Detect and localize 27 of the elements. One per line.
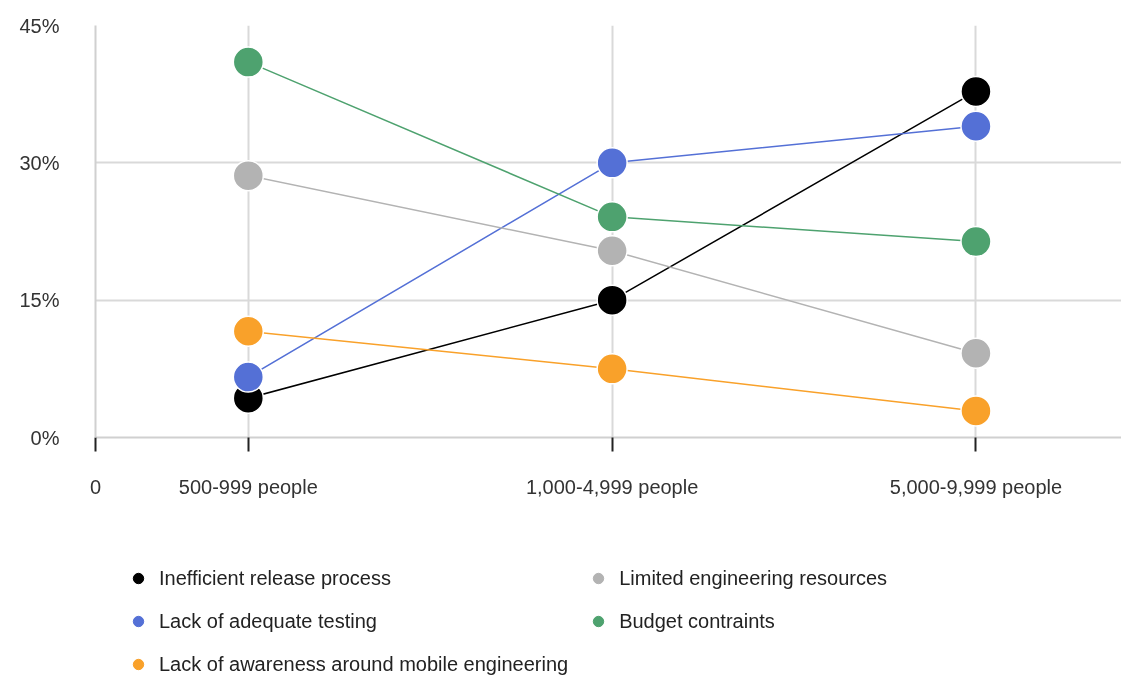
point <box>960 337 992 369</box>
legend-label: Inefficient release process <box>159 566 391 590</box>
point <box>232 46 265 78</box>
point <box>596 284 628 316</box>
point <box>596 147 628 179</box>
y-tick-label: 0% <box>30 426 60 449</box>
point <box>960 395 992 427</box>
point <box>232 159 265 192</box>
y-tick-label: 45% <box>19 14 60 37</box>
x-tick-label: 1,000-4,999 people <box>525 475 699 498</box>
point <box>960 75 992 108</box>
text: 0 <box>89 475 102 498</box>
legend-label: Lack of awareness around mobile engineering <box>159 652 569 676</box>
point <box>232 361 265 393</box>
y-tick-label: 15% <box>19 289 60 312</box>
x-tick-label: 500-999 people <box>178 475 318 498</box>
point <box>960 225 992 258</box>
point <box>596 201 628 233</box>
legend-label: Lack of adequate testing <box>159 609 377 633</box>
point <box>232 315 265 348</box>
x-tick-label: 5,000-9,999 people <box>889 475 1063 498</box>
legend-label: Limited engineering resources <box>619 566 888 590</box>
y-tick-label: 30% <box>19 151 60 174</box>
point <box>960 110 992 142</box>
legend-label: Budget contraints <box>619 609 775 633</box>
point <box>596 353 628 385</box>
point <box>596 235 628 267</box>
